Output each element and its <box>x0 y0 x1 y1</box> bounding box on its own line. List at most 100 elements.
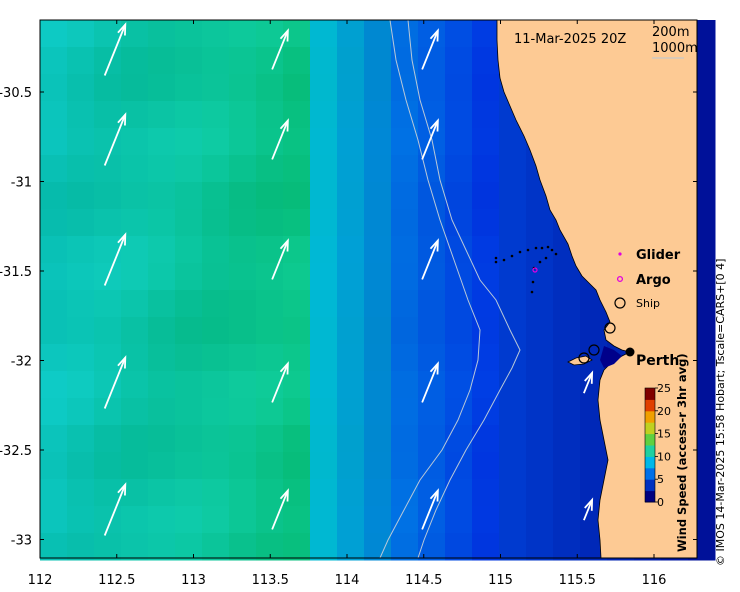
wind-grid-cell <box>337 398 365 426</box>
isobath-label-1000m: 1000m <box>652 41 698 56</box>
wind-grid-cell <box>391 344 419 372</box>
wind-grid-cell <box>121 74 149 102</box>
wind-arrow-icon <box>421 361 439 403</box>
wind-grid-cell <box>121 182 149 210</box>
wind-grid-cell <box>310 506 338 534</box>
wind-grid-cell <box>310 209 338 237</box>
wind-grid-cell <box>472 209 500 237</box>
wind-grid-cell <box>175 479 203 507</box>
wind-grid-cell <box>94 182 122 210</box>
wind-grid-cell <box>94 47 122 75</box>
x-tick-label: 113 <box>181 573 206 588</box>
wind-grid-cell <box>418 344 446 372</box>
wind-grid-cell <box>175 74 203 102</box>
wind-arrow-icon <box>421 28 439 70</box>
glider-track-point <box>494 260 498 264</box>
wind-grid-cell <box>364 101 392 129</box>
glider-track-point <box>502 258 506 262</box>
x-tick-label: 112 <box>28 573 53 588</box>
wind-grid-cell <box>418 452 446 480</box>
wind-arrow-icon <box>583 370 594 394</box>
wind-grid-cell <box>445 398 473 426</box>
colorbar-segment <box>645 490 655 503</box>
wind-grid-cell <box>40 425 68 453</box>
wind-grid-cell <box>310 128 338 156</box>
wind-grid-cell <box>148 344 176 372</box>
wind-grid-cell <box>499 506 527 534</box>
wind-arrow-icon <box>421 118 439 160</box>
wind-grid-cell <box>391 74 419 102</box>
wind-grid-cell <box>337 506 365 534</box>
wind-grid-cell <box>418 128 446 156</box>
glider-track-point <box>526 248 530 252</box>
glider-track-point <box>494 256 498 260</box>
wind-grid-cell <box>40 506 68 534</box>
wind-grid-cell <box>67 236 95 264</box>
wind-grid-cell <box>445 263 473 291</box>
wind-arrow-icon <box>271 238 289 280</box>
wind-grid-cell <box>256 479 284 507</box>
wind-grid-cell <box>391 20 419 48</box>
wind-grid-cell <box>364 236 392 264</box>
wind-grid-cell <box>94 371 122 399</box>
wind-grid-cell <box>148 209 176 237</box>
wind-grid-cell <box>67 506 95 534</box>
colorbar-tick-label: 20 <box>657 405 671 418</box>
wind-grid-cell <box>229 209 257 237</box>
wind-grid-cell <box>121 263 149 291</box>
wind-grid-cell <box>445 155 473 183</box>
wind-grid-cell <box>67 47 95 75</box>
wind-grid-cell <box>310 263 338 291</box>
colorbar-title: Wind Speed (access-r 3hr avg) <box>675 353 689 552</box>
wind-grid-cell <box>148 317 176 345</box>
wind-grid-cell <box>553 371 581 399</box>
wind-grid-cell <box>40 290 68 318</box>
glider-track-point <box>530 290 534 294</box>
wind-grid-cell <box>202 128 230 156</box>
wind-grid-cell <box>40 398 68 426</box>
wind-grid-cell <box>175 317 203 345</box>
wind-grid-cell <box>499 290 527 318</box>
wind-grid-cell <box>40 155 68 183</box>
wind-grid-cell <box>175 47 203 75</box>
wind-grid-cell <box>283 182 311 210</box>
legend-glider-label: Glider <box>636 248 681 263</box>
glider-track-point <box>518 250 522 254</box>
wind-grid-cell <box>202 182 230 210</box>
wind-grid-cell <box>337 371 365 399</box>
wind-grid-cell <box>472 47 500 75</box>
wind-grid-cell <box>445 20 473 48</box>
wind-grid-cell <box>445 236 473 264</box>
colorbar-segment <box>645 479 655 492</box>
wind-grid-cell <box>148 290 176 318</box>
wind-grid-cell <box>553 479 581 507</box>
wind-grid-cell <box>499 425 527 453</box>
wind-grid-cell <box>148 506 176 534</box>
wind-grid-cell <box>202 425 230 453</box>
ship-marker-icon <box>578 352 590 364</box>
wind-grid-cell <box>499 182 527 210</box>
wind-grid-cell <box>553 398 581 426</box>
wind-grid-cell <box>175 506 203 534</box>
wind-grid-cell <box>40 452 68 480</box>
wind-grid-cell <box>283 533 311 561</box>
wind-grid-cell <box>391 452 419 480</box>
wind-grid-cell <box>310 20 338 48</box>
wind-grid-cell <box>229 47 257 75</box>
wind-grid-cell <box>283 506 311 534</box>
colorbar-segment <box>645 399 655 412</box>
wind-grid-cell <box>256 425 284 453</box>
y-tick-label: -31.5 <box>0 265 32 280</box>
wind-grid-cell <box>391 263 419 291</box>
glider-track-point <box>534 246 538 250</box>
wind-grid-cell <box>310 344 338 372</box>
estuary <box>600 346 622 368</box>
wind-grid-cell <box>364 263 392 291</box>
wind-grid-cell <box>337 236 365 264</box>
wind-grid-cell <box>175 290 203 318</box>
wind-grid-cell <box>40 128 68 156</box>
wind-grid-cell <box>418 479 446 507</box>
wind-grid-cell <box>148 452 176 480</box>
wind-grid-cell <box>229 290 257 318</box>
wind-grid-cell <box>256 101 284 129</box>
